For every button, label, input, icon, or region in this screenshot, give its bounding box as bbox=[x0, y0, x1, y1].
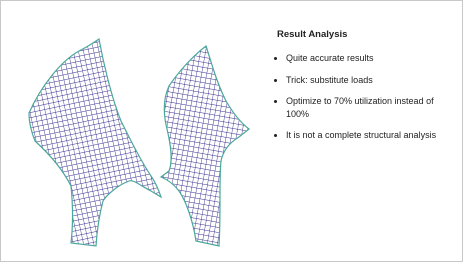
bullet-item: Trick: substitute loads bbox=[286, 74, 455, 87]
slide: Result Analysis Quite accurate results Tr… bbox=[0, 0, 463, 262]
bullet-item: It is not a complete structural analysis bbox=[286, 129, 455, 142]
slide-title: Result Analysis bbox=[277, 29, 455, 40]
mesh-figure bbox=[1, 1, 271, 261]
bullet-item: Optimize to 70% utilization instead of 1… bbox=[286, 95, 455, 120]
bullet-item: Quite accurate results bbox=[286, 52, 455, 65]
bullet-list: Quite accurate results Trick: substitute … bbox=[277, 52, 455, 142]
right-mesh bbox=[161, 46, 249, 246]
text-panel: Result Analysis Quite accurate results Tr… bbox=[277, 29, 455, 151]
left-mesh bbox=[29, 39, 161, 246]
